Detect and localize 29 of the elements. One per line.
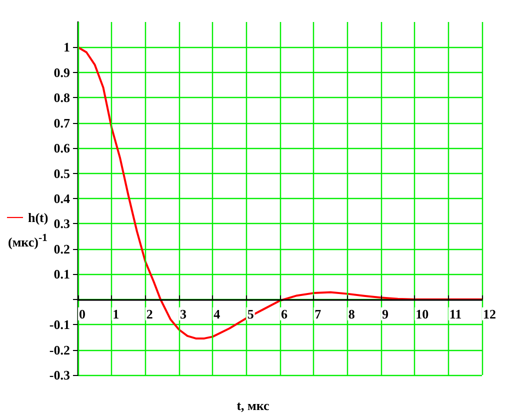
- y-tick-label: 1: [64, 40, 70, 55]
- x-tick-label: 0: [79, 306, 86, 322]
- y-tick-label: 0.5: [54, 166, 70, 181]
- x-tick-label: 12: [483, 306, 496, 322]
- x-tick-label: 9: [382, 306, 389, 322]
- y-tick-label: -0.1: [49, 317, 70, 332]
- x-axis-title: t, мкс: [236, 398, 270, 414]
- y-tick-label: -0.3: [49, 368, 70, 382]
- x-tick-label: 1: [112, 306, 120, 322]
- y-tick-label: 0.8: [54, 90, 70, 106]
- y-tick-label: 0.6: [54, 140, 70, 156]
- x-tick-label: 11: [449, 306, 462, 322]
- x-tick-label: 2: [146, 306, 153, 322]
- x-tick-label: 3: [180, 306, 187, 322]
- y-tick-label: 0.9: [54, 64, 70, 80]
- y-tick-label: -0.2: [49, 342, 70, 358]
- x-tick-label: 5: [247, 306, 254, 322]
- x-tick-label: 7: [314, 306, 322, 322]
- legend-label: h(t): [28, 210, 48, 225]
- x-tick-label: 8: [348, 306, 356, 322]
- y-tick-label: 0.7: [54, 115, 70, 130]
- x-tick-label: 4: [214, 306, 221, 322]
- y-tick-label: 0.3: [54, 216, 70, 232]
- x-tick-label: 10: [416, 306, 429, 322]
- y-tick-label: 0.1: [54, 266, 70, 282]
- y-axis-title: (мкс)$^{-1}$: [8, 232, 48, 250]
- y-tick-label: 0.4: [54, 191, 70, 206]
- x-tick-label: 6: [281, 306, 288, 322]
- y-tick-label: 0.2: [54, 241, 70, 256]
